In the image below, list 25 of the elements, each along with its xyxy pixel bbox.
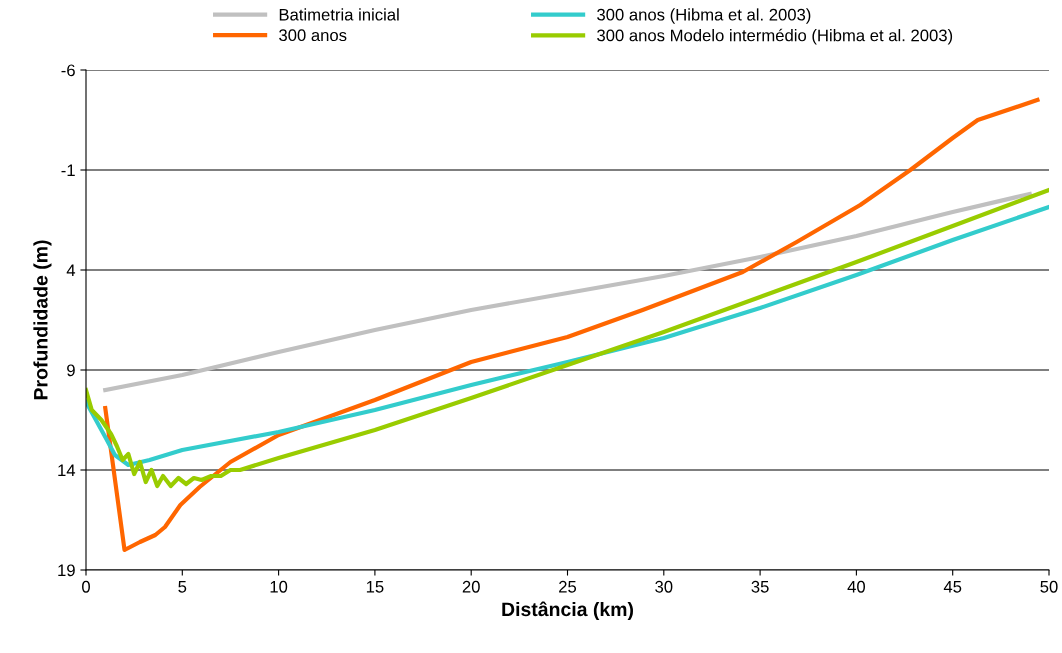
y-tick-label: 9 — [67, 364, 75, 377]
y-tick-label: -1 — [61, 164, 75, 177]
y-tick-label: 4 — [66, 264, 76, 277]
x-tick-label: 0 — [82, 580, 90, 593]
x-tick-label: 10 — [270, 580, 288, 593]
x-axis-title: Distância (km) — [502, 601, 633, 621]
x-tick-label: 45 — [943, 581, 962, 593]
x-tick-label: 50 — [1040, 580, 1058, 593]
x-tick-label: 30 — [655, 580, 673, 593]
y-tick-label: -6 — [61, 64, 75, 77]
x-tick-label: 35 — [751, 580, 769, 593]
y-axis-title: Profundidade (m) — [33, 240, 52, 400]
legend-label: 300 anos (Hibma et al. 2003) — [597, 8, 811, 24]
y-tick-label: 14 — [58, 464, 76, 477]
x-tick-label: 25 — [559, 580, 577, 593]
line-series — [103, 191, 1032, 393]
x-tick-label: 5 — [178, 581, 187, 593]
legend-label: 300 anos — [279, 29, 347, 42]
x-tick-label: 40 — [847, 580, 866, 593]
line-series — [103, 97, 1040, 553]
legend-label: Batimetria inicial — [279, 8, 399, 21]
y-tick-label: 19 — [58, 564, 75, 577]
x-tick-label: 15 — [366, 581, 384, 593]
legend-label: 300 anos Modelo intermédio (Hibma et al. 2003) — [597, 28, 953, 45]
x-tick-label: 20 — [462, 580, 480, 593]
